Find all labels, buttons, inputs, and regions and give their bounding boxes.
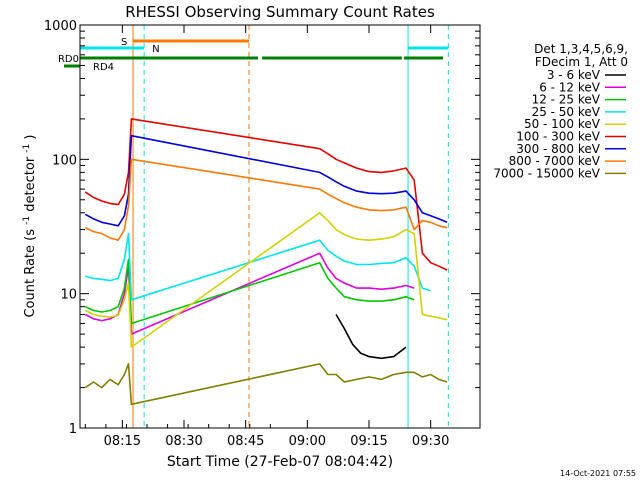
- x-tick-label-5: 09:30: [412, 434, 449, 449]
- legend-label-1: 6 - 12 keV: [539, 80, 601, 94]
- x-tick-label-3: 09:00: [289, 434, 326, 449]
- legend-label-3: 25 - 50 keV: [532, 105, 601, 119]
- legend-label-8: 7000 - 15000 keV: [493, 166, 600, 180]
- x-axis-label: Start Time (27-Feb-07 08:04:42): [167, 454, 393, 470]
- flag-label-N: N: [152, 44, 159, 55]
- series-line-7: [84, 158, 448, 241]
- y-axis-label-mid: detector: [23, 156, 38, 212]
- legend: Det 1,3,4,5,6,9, FDecim 1, Att 0 3 - 6 k…: [493, 42, 628, 180]
- legend-label-2: 12 - 25 keV: [532, 93, 601, 107]
- y-tick-label-2: 100: [52, 153, 77, 168]
- y-axis-label-end: ): [23, 134, 38, 139]
- series-line-3: [85, 232, 431, 301]
- chart-title: RHESSI Observing Summary Count Rates: [125, 3, 435, 21]
- y-axis-label: Count Rate (s -1 detector -1 ): [18, 134, 38, 317]
- series-line-1: [84, 252, 415, 335]
- series-line-2: [84, 258, 415, 325]
- legend-label-6: 300 - 800 keV: [516, 142, 600, 156]
- legend-header-line-1: Det 1,3,4,5,6,9,: [534, 42, 628, 56]
- legend-label-7: 800 - 7000 keV: [509, 154, 601, 168]
- legend-label-4: 50 - 100 keV: [524, 117, 601, 131]
- x-tick-label-4: 09:15: [350, 434, 387, 449]
- y-tick-label-1: 10: [60, 288, 77, 303]
- y-tick-label-0: 1: [69, 422, 77, 437]
- legend-header-line-2: FDecim 1, Att 0: [535, 55, 628, 69]
- flag-label-RD0: RD0: [58, 54, 79, 65]
- y-tick-label-3: 1000: [44, 19, 77, 34]
- series-line-0: [335, 314, 407, 360]
- plot-frame: [79, 24, 481, 429]
- x-tick-label-2: 08:45: [227, 434, 264, 449]
- series-line-6: [84, 134, 448, 227]
- legend-label-5: 100 - 300 keV: [516, 130, 600, 144]
- legend-label-0: 3 - 6 keV: [547, 68, 601, 82]
- y-axis-label-sup2: -1: [22, 144, 32, 153]
- y-axis-label-main: Count Rate (s: [23, 229, 38, 318]
- y-axis-label-sup1: -1: [22, 216, 32, 225]
- flag-label-RD4: RD4: [93, 62, 114, 73]
- x-tick-label-0: 08:15: [104, 434, 141, 449]
- timestamp: 14-Oct-2021 07:55: [560, 469, 636, 478]
- series-line-5: [84, 118, 448, 271]
- flag-label-S: S: [121, 37, 127, 48]
- x-tick-label-1: 08:30: [165, 434, 202, 449]
- series-line-4: [84, 212, 448, 348]
- series-line-8: [84, 363, 448, 406]
